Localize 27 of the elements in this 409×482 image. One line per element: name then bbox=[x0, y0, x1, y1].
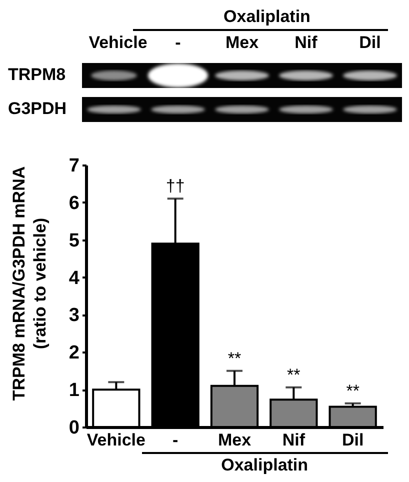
y-tick-label: 6 bbox=[68, 192, 80, 214]
category-label: Vehicle bbox=[88, 33, 148, 52]
x-tick-label: Nif bbox=[282, 430, 306, 450]
y-tick-label: 3 bbox=[68, 305, 80, 326]
y-tick-label: 5 bbox=[68, 230, 80, 252]
category-label: Dil bbox=[359, 33, 381, 52]
annotation: ** bbox=[346, 381, 360, 400]
x-tick-label: Mex bbox=[218, 430, 252, 450]
category-label: Nif bbox=[294, 33, 318, 52]
y-tick-label: 1 bbox=[68, 380, 80, 402]
category-label: Mex bbox=[225, 33, 259, 52]
text: Oxaliplatin bbox=[224, 7, 310, 26]
y-tick-label: 7 bbox=[68, 156, 80, 176]
annotation: ** bbox=[228, 348, 242, 368]
annotation: ** bbox=[287, 365, 301, 384]
x-tick-label: - bbox=[172, 430, 178, 450]
text: TRPM8 bbox=[8, 65, 66, 85]
y-tick-label: 0 bbox=[68, 418, 80, 438]
y-tick-label: 4 bbox=[68, 268, 80, 289]
category-label: - bbox=[175, 33, 181, 52]
y-tick-label: 2 bbox=[68, 342, 80, 364]
x-axis-title: Oxaliplatin bbox=[221, 456, 308, 474]
x-tick-label: Dil bbox=[342, 430, 364, 450]
y-axis-title: TRPM8 mRNA/G3PDH mRNA (ratio to vehicle) bbox=[10, 166, 50, 401]
x-tick-label: Vehicle bbox=[86, 430, 146, 450]
annotation: †† bbox=[166, 176, 185, 196]
text: G3PDH bbox=[8, 99, 67, 119]
